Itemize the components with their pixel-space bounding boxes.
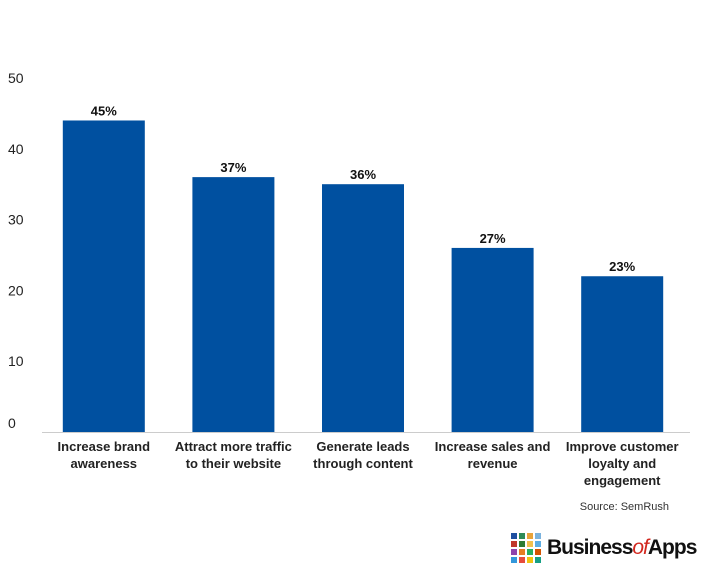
bar-value-label: 36%	[350, 167, 376, 182]
logo-square	[511, 549, 517, 555]
logo-square	[527, 541, 533, 547]
logo-square	[535, 549, 541, 555]
logo-square	[519, 541, 525, 547]
logo-square	[511, 557, 517, 563]
y-tick-label: 50	[8, 70, 24, 86]
y-tick-label: 10	[8, 353, 24, 369]
logo-square	[519, 533, 525, 539]
logo-grid-icon	[511, 533, 541, 563]
bar	[581, 276, 664, 432]
x-category-label: Increase sales and revenue	[435, 439, 551, 471]
logo-text: BusinessofApps	[547, 536, 697, 559]
logo-square	[527, 533, 533, 539]
y-tick-label: 0	[8, 415, 16, 431]
y-tick-label: 20	[8, 282, 24, 298]
bar	[62, 120, 145, 432]
x-category-label: Generate leads through content	[313, 439, 413, 471]
logo-square	[519, 557, 525, 563]
y-tick-label: 30	[8, 212, 24, 228]
bar-value-label: 23%	[609, 259, 635, 274]
logo-square	[527, 549, 533, 555]
x-category-label: Attract more traffic to their website	[175, 439, 292, 471]
source-note: Source: SemRush	[579, 501, 669, 513]
x-category-label: Improve customer loyalty and engagement	[566, 439, 679, 488]
logo-square	[535, 541, 541, 547]
bar	[322, 184, 404, 432]
logo-square	[527, 557, 533, 563]
bar-value-label: 27%	[480, 231, 506, 246]
logo-square	[519, 549, 525, 555]
bar-value-label: 37%	[220, 160, 246, 175]
bar	[192, 177, 275, 432]
bar	[451, 247, 534, 432]
logo-square	[535, 533, 541, 539]
bar-value-label: 45%	[91, 103, 117, 118]
businessofapps-logo: BusinessofApps	[511, 532, 697, 564]
logo-square	[535, 557, 541, 563]
y-tick-label: 40	[8, 141, 24, 157]
x-category-label: Increase brand awareness	[58, 439, 151, 471]
logo-square	[511, 541, 517, 547]
logo-square	[511, 533, 517, 539]
